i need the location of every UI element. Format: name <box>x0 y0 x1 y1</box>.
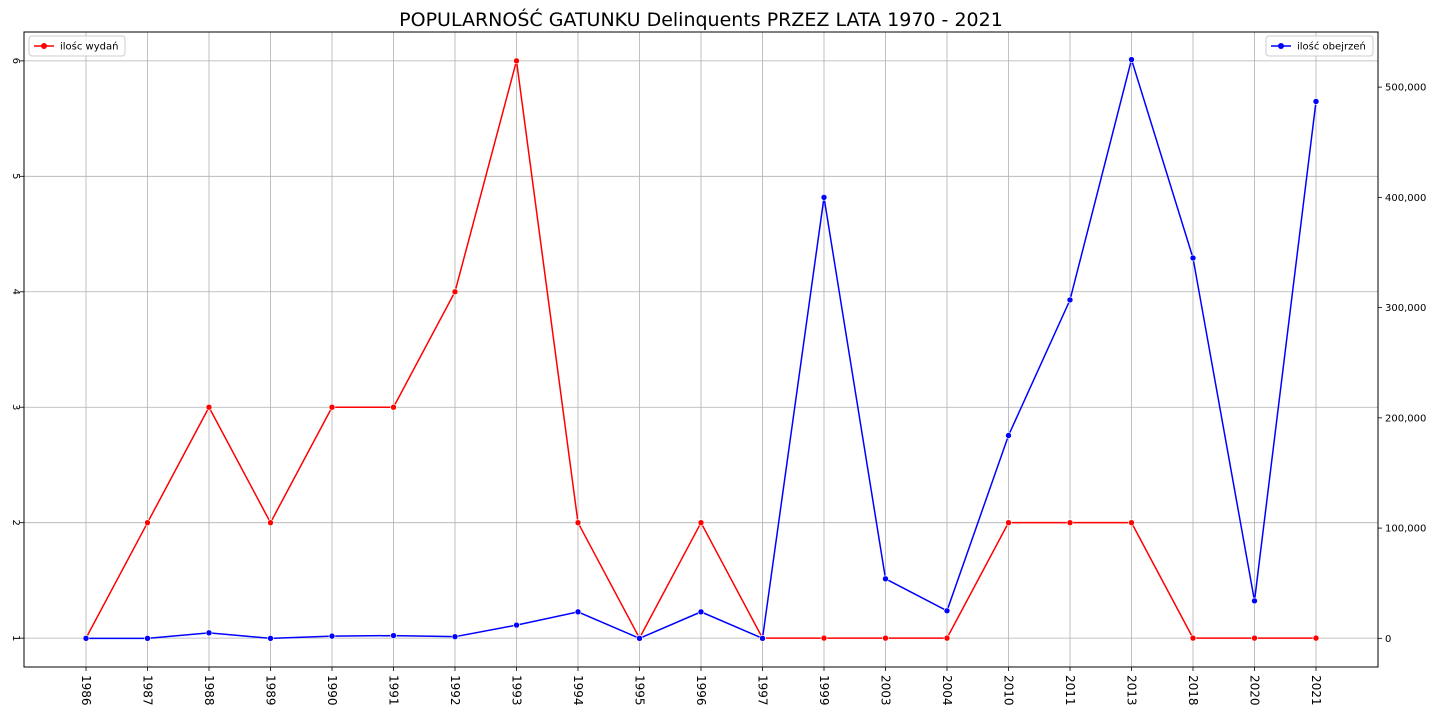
data-point <box>1251 634 1258 642</box>
data-point <box>882 575 889 583</box>
data-point <box>759 635 766 642</box>
x-tick-label: 1999 <box>817 675 831 706</box>
legend-marker <box>1278 43 1284 49</box>
x-tick-label: 1993 <box>510 675 524 706</box>
data-point <box>390 403 397 411</box>
series <box>82 56 1320 642</box>
data-point <box>574 608 582 616</box>
data-point <box>144 635 151 642</box>
data-point <box>1005 519 1012 526</box>
data-point <box>1128 56 1135 63</box>
right-y-tick-label: 400,000 <box>1385 193 1426 204</box>
legend-box <box>1265 35 1374 57</box>
x-tick-label: 1988 <box>202 675 216 706</box>
right-y-tick-label: 100,000 <box>1385 524 1426 535</box>
right-y-tick-label: 0 <box>1385 634 1391 645</box>
x-tick-label: 2003 <box>879 675 893 706</box>
data-point <box>1312 98 1320 105</box>
x-axis: 1986 1987 1988 1989 1990 1991 1992 1993 1994 1995… <box>79 667 1323 706</box>
right-y-axis: 0 100,000 200,000 300,000 400,000 500,000 <box>1378 83 1426 645</box>
left-y-tick-label: 1 <box>10 635 21 641</box>
x-tick-label: 2011 <box>1063 675 1077 706</box>
right-y-tick-label: 200,000 <box>1385 413 1426 424</box>
legend-label: ilość obejrzeń <box>1297 41 1366 53</box>
x-tick-label: 1986 <box>79 675 93 706</box>
data-point <box>82 635 90 642</box>
left-y-tick-label: 3 <box>10 404 21 410</box>
data-point <box>1251 597 1258 605</box>
data-point <box>1312 634 1320 642</box>
data-point <box>697 519 705 526</box>
x-tick-label: 1997 <box>756 675 770 706</box>
right-y-tick-label: 300,000 <box>1385 303 1426 314</box>
data-point <box>328 403 336 411</box>
data-point <box>574 519 582 526</box>
legend-marker <box>41 43 47 49</box>
x-tick-label: 1994 <box>571 675 585 706</box>
left-y-tick-label: 6 <box>10 58 21 64</box>
x-tick-label: 2004 <box>940 675 954 706</box>
data-point <box>390 632 397 639</box>
legend-label: ilośc wydań <box>60 41 118 53</box>
data-point <box>1189 254 1197 262</box>
left-y-tick-label: 4 <box>10 289 21 295</box>
grid <box>24 32 1378 667</box>
x-tick-label: 1987 <box>141 675 155 706</box>
left-y-axis: 1 2 3 4 5 6 <box>10 58 24 641</box>
chart-title: POPULARNOŚĆ GATUNKU Delinquents PRZEZ LA… <box>399 7 1003 31</box>
data-point <box>328 632 336 640</box>
data-point <box>943 607 951 615</box>
x-tick-label: 2018 <box>1186 675 1200 706</box>
x-tick-label: 2013 <box>1125 675 1139 706</box>
data-point <box>1066 296 1074 304</box>
data-point <box>697 608 705 616</box>
data-point <box>513 621 520 629</box>
data-point <box>267 519 274 526</box>
x-tick-label: 1989 <box>264 675 278 706</box>
plot-frame <box>23 31 1379 668</box>
x-tick-label: 1991 <box>387 675 401 706</box>
left-y-tick-label: 5 <box>10 173 21 179</box>
x-tick-label: 1992 <box>448 675 462 706</box>
x-tick-label: 1995 <box>633 675 647 706</box>
data-point <box>144 519 151 526</box>
x-tick-label: 1990 <box>325 675 339 706</box>
data-point <box>267 635 274 642</box>
data-point <box>513 57 520 65</box>
data-point <box>1005 432 1012 439</box>
legend-box <box>28 35 126 57</box>
data-point <box>820 634 828 642</box>
data-point <box>205 403 213 411</box>
legend: ilość obejrzeń <box>1265 35 1374 57</box>
data-point <box>451 288 459 296</box>
x-tick-label: 2010 <box>1002 675 1016 706</box>
x-tick-label: 2021 <box>1309 675 1323 706</box>
data-point <box>1066 519 1074 526</box>
data-point <box>882 634 889 642</box>
data-point <box>820 194 828 201</box>
data-point <box>943 634 951 642</box>
data-point <box>1128 519 1135 526</box>
data-point <box>205 629 213 637</box>
x-tick-label: 1996 <box>694 675 708 706</box>
right-y-tick-label: 500,000 <box>1385 83 1426 94</box>
legends: ilośc wydań ilość obejrzeń <box>28 35 1374 57</box>
data-point <box>1189 634 1197 642</box>
left-y-tick-label: 2 <box>10 519 21 525</box>
data-point <box>451 633 459 640</box>
data-point <box>636 635 643 642</box>
legend: ilośc wydań <box>28 35 126 57</box>
x-tick-label: 2020 <box>1248 675 1262 706</box>
